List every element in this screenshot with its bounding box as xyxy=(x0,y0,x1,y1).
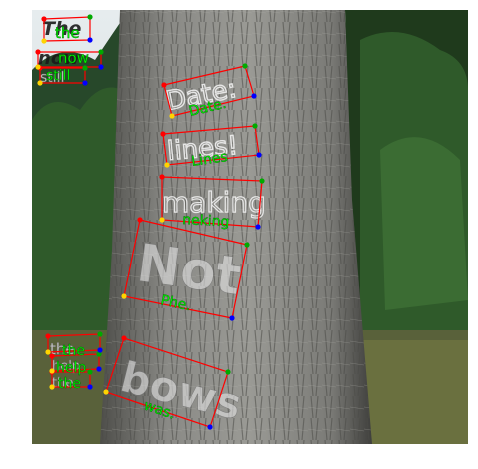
bark-word: making xyxy=(162,186,266,219)
detection-label: the xyxy=(55,24,80,42)
detection-label: now xyxy=(58,49,89,67)
bark-word: now xyxy=(38,48,80,69)
detection-labels: the now still Date. Lines neking Phe. th… xyxy=(46,24,230,423)
detection-label: the xyxy=(58,376,81,392)
detection-label: still xyxy=(46,68,70,84)
detection-label: help xyxy=(56,360,86,376)
bark-word: still xyxy=(40,70,64,86)
photo-background xyxy=(32,10,468,444)
bark-word: The xyxy=(42,18,81,40)
detection-label: Phe. xyxy=(159,292,192,314)
bark-word: the xyxy=(50,340,75,358)
detection-label: the xyxy=(62,343,85,359)
detection-label: neking xyxy=(182,212,230,230)
detection-label: Lines xyxy=(190,149,228,170)
bark-word: Not xyxy=(133,233,244,307)
corner-markers xyxy=(35,14,265,430)
